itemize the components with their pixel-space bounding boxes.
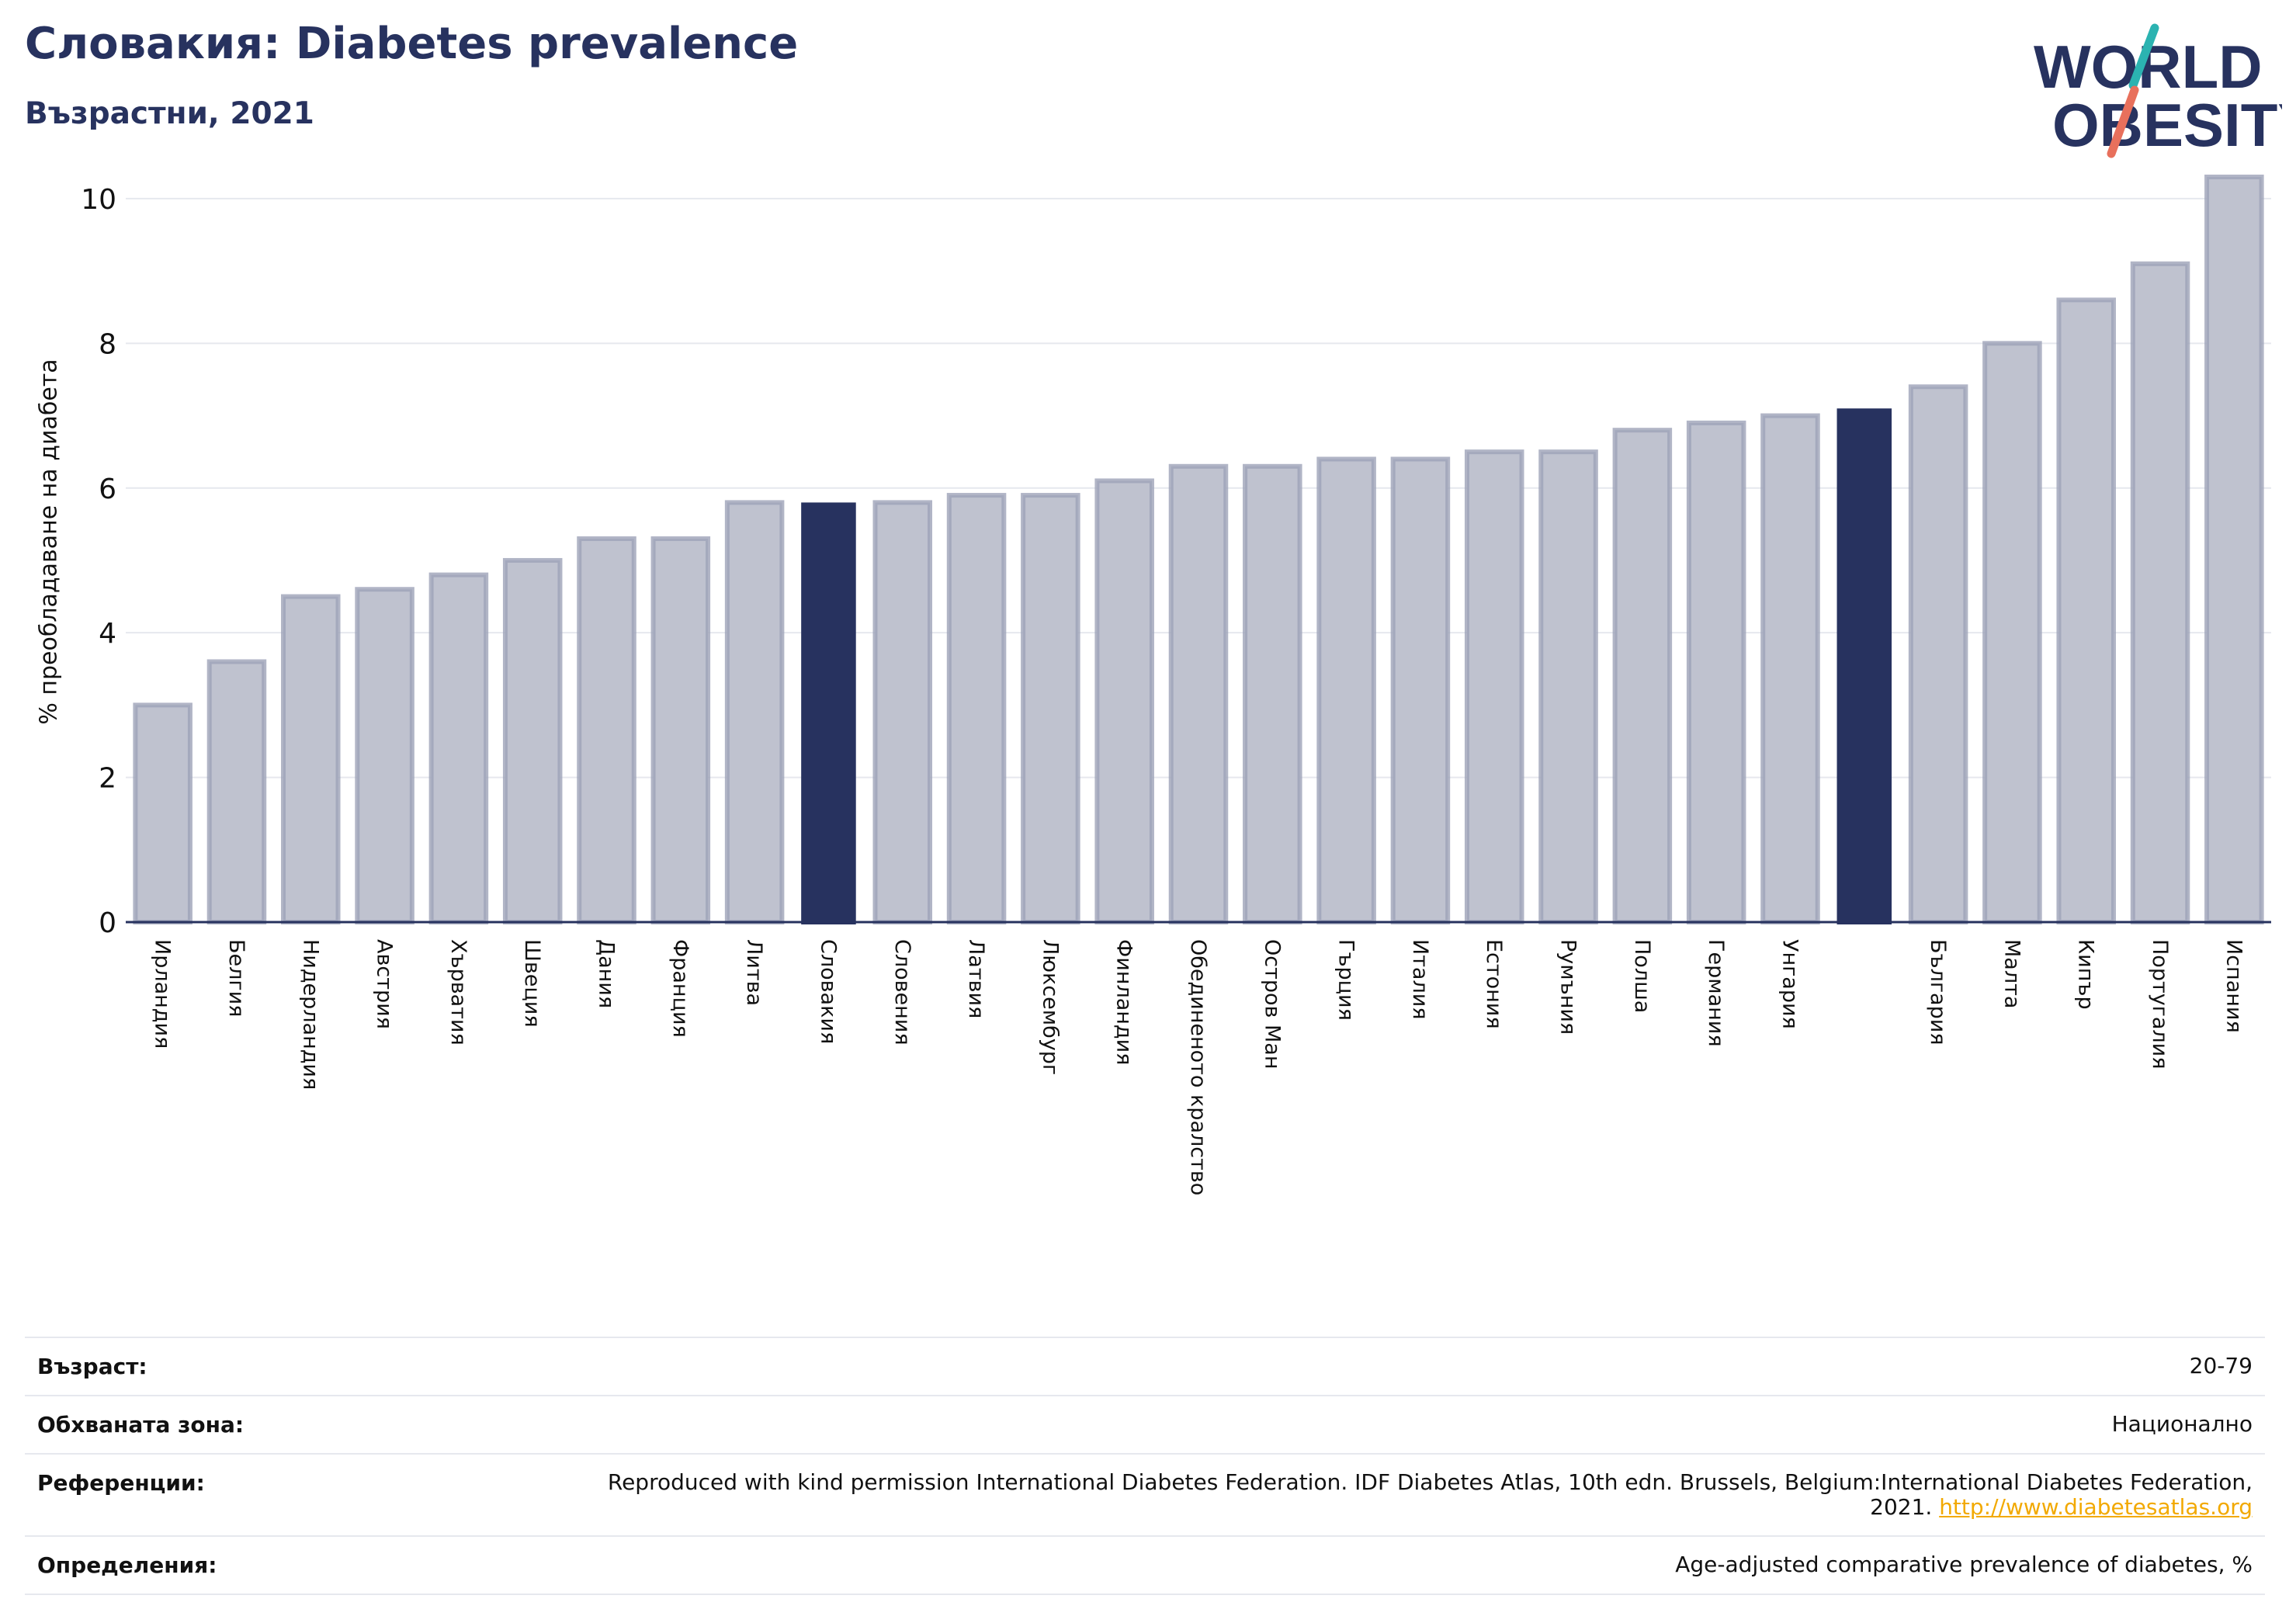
bar <box>1982 341 2042 925</box>
bar <box>281 594 341 924</box>
bar <box>724 500 785 924</box>
references-text: Reproduced with kind permission Internat… <box>607 1469 2253 1521</box>
info-row-definitions: Определения: Age-adjusted comparative pr… <box>25 1537 2265 1596</box>
y-tick-label: 10 <box>81 184 116 216</box>
bar <box>1686 420 1746 924</box>
y-axis-label: % преобладаване на диабета <box>35 359 63 725</box>
diabetes-atlas-link[interactable]: http://www.diabetesatlas.org <box>1939 1494 2253 1521</box>
x-tick-label: Португалия <box>2148 939 2172 1069</box>
x-tick-label: Дания <box>595 939 619 1008</box>
info-table: Възраст: 20-79 Обхваната зона: Националн… <box>25 1337 2265 1596</box>
x-tick-label: Литва <box>742 939 766 1006</box>
bar <box>1316 456 1376 924</box>
logo-slash-top <box>2128 23 2159 90</box>
info-label-age: Възраст: <box>37 1354 147 1379</box>
y-tick-labels: 0 2 4 6 8 10 <box>81 184 116 939</box>
x-tick-label: Словакия <box>816 939 840 1044</box>
bar <box>206 659 267 924</box>
x-tick-label: Люксембург <box>1038 939 1062 1075</box>
x-tick-labels: Ирландия Белгия Нидерландия Австрия Хърватия… <box>151 939 2246 1195</box>
info-row-age: Възраст: 20-79 <box>25 1338 2265 1396</box>
info-value-age: 20-79 <box>2189 1353 2253 1379</box>
x-tick-label: Ирландия <box>151 939 175 1049</box>
bar <box>577 536 636 924</box>
x-tick-label: Франция <box>668 939 692 1038</box>
bar <box>2056 297 2116 924</box>
chart-title: Словакия: Diabetes prevalence <box>25 19 799 69</box>
bar <box>1464 449 1524 924</box>
bar-highlighted <box>1836 408 1892 924</box>
x-tick-label: Малта <box>1999 939 2024 1008</box>
x-tick-label: Нидерландия <box>298 939 322 1090</box>
x-tick-label: Румъния <box>1556 939 1580 1035</box>
bar <box>1908 384 1968 924</box>
bar <box>428 572 489 924</box>
info-label-definitions: Определения: <box>37 1552 217 1579</box>
bar <box>1538 449 1598 924</box>
y-tick-label: 8 <box>99 328 116 360</box>
x-tick-label: Естония <box>1482 939 1506 1029</box>
bar <box>502 557 563 925</box>
x-tick-label: Испания <box>2221 939 2246 1033</box>
bar <box>2204 174 2264 924</box>
x-tick-label: Гърция <box>1334 939 1358 1021</box>
y-tick-label: 4 <box>99 618 116 650</box>
x-tick-label: Германия <box>1704 939 1728 1047</box>
x-tick-label: Белгия <box>224 939 248 1017</box>
x-tick-label: Обединеното кралство <box>1186 939 1210 1195</box>
info-value-area: Национално <box>2111 1411 2253 1437</box>
bar <box>1168 463 1229 924</box>
info-row-references: Референции: Reproduced with kind permiss… <box>25 1455 2265 1538</box>
x-tick-label: Хърватия <box>446 939 470 1046</box>
x-tick-label: Остров Ман <box>1260 939 1284 1069</box>
bar <box>1390 456 1451 924</box>
x-tick-label: Кипър <box>2074 939 2098 1010</box>
y-tick-label: 6 <box>99 473 116 505</box>
x-tick-label: Полша <box>1630 939 1654 1013</box>
bar <box>2130 261 2190 924</box>
info-row-area: Обхваната зона: Национално <box>25 1396 2265 1455</box>
bar <box>650 536 711 924</box>
bar <box>1612 428 1673 924</box>
logo-slash-bottom <box>2107 85 2139 158</box>
info-value-definitions: Age-adjusted comparative prevalence of d… <box>1675 1552 2253 1578</box>
x-tick-label: Швеция <box>520 939 544 1028</box>
y-tick-label: 0 <box>99 907 116 939</box>
world-obesity-logo: WORLD OBESITY <box>2034 23 2282 159</box>
x-tick-label: България <box>1926 939 1950 1046</box>
bar <box>946 493 1007 924</box>
x-tick-label: Италия <box>1408 939 1432 1020</box>
info-value-references: Reproduced with kind permission Internat… <box>545 1469 2253 1521</box>
bar <box>1021 493 1080 924</box>
bar <box>872 500 933 924</box>
info-label-area: Обхваната зона: <box>37 1412 245 1437</box>
bars <box>133 174 2264 925</box>
info-label-references: Референции: <box>37 1470 205 1496</box>
x-tick-label: Австрия <box>373 939 397 1029</box>
chart-subtitle: Възрастни, 2021 <box>25 96 314 131</box>
y-tick-label: 2 <box>99 763 116 795</box>
bar <box>1760 413 1820 924</box>
bar-chart: 0 2 4 6 8 10 Ирландия Белгия Нидерландия Австрия… <box>81 174 2271 1195</box>
x-tick-label: Словения <box>890 939 914 1046</box>
bar <box>1094 478 1154 924</box>
x-tick-label: Унгария <box>1777 939 1802 1029</box>
bar <box>133 702 192 925</box>
x-tick-label: Латвия <box>964 939 988 1018</box>
x-tick-label: Финландия <box>1112 939 1136 1065</box>
bar-highlighted <box>801 502 856 924</box>
logo-text-obesity: OBESITY <box>2052 91 2282 159</box>
bar <box>1243 463 1302 924</box>
bar <box>355 587 414 925</box>
